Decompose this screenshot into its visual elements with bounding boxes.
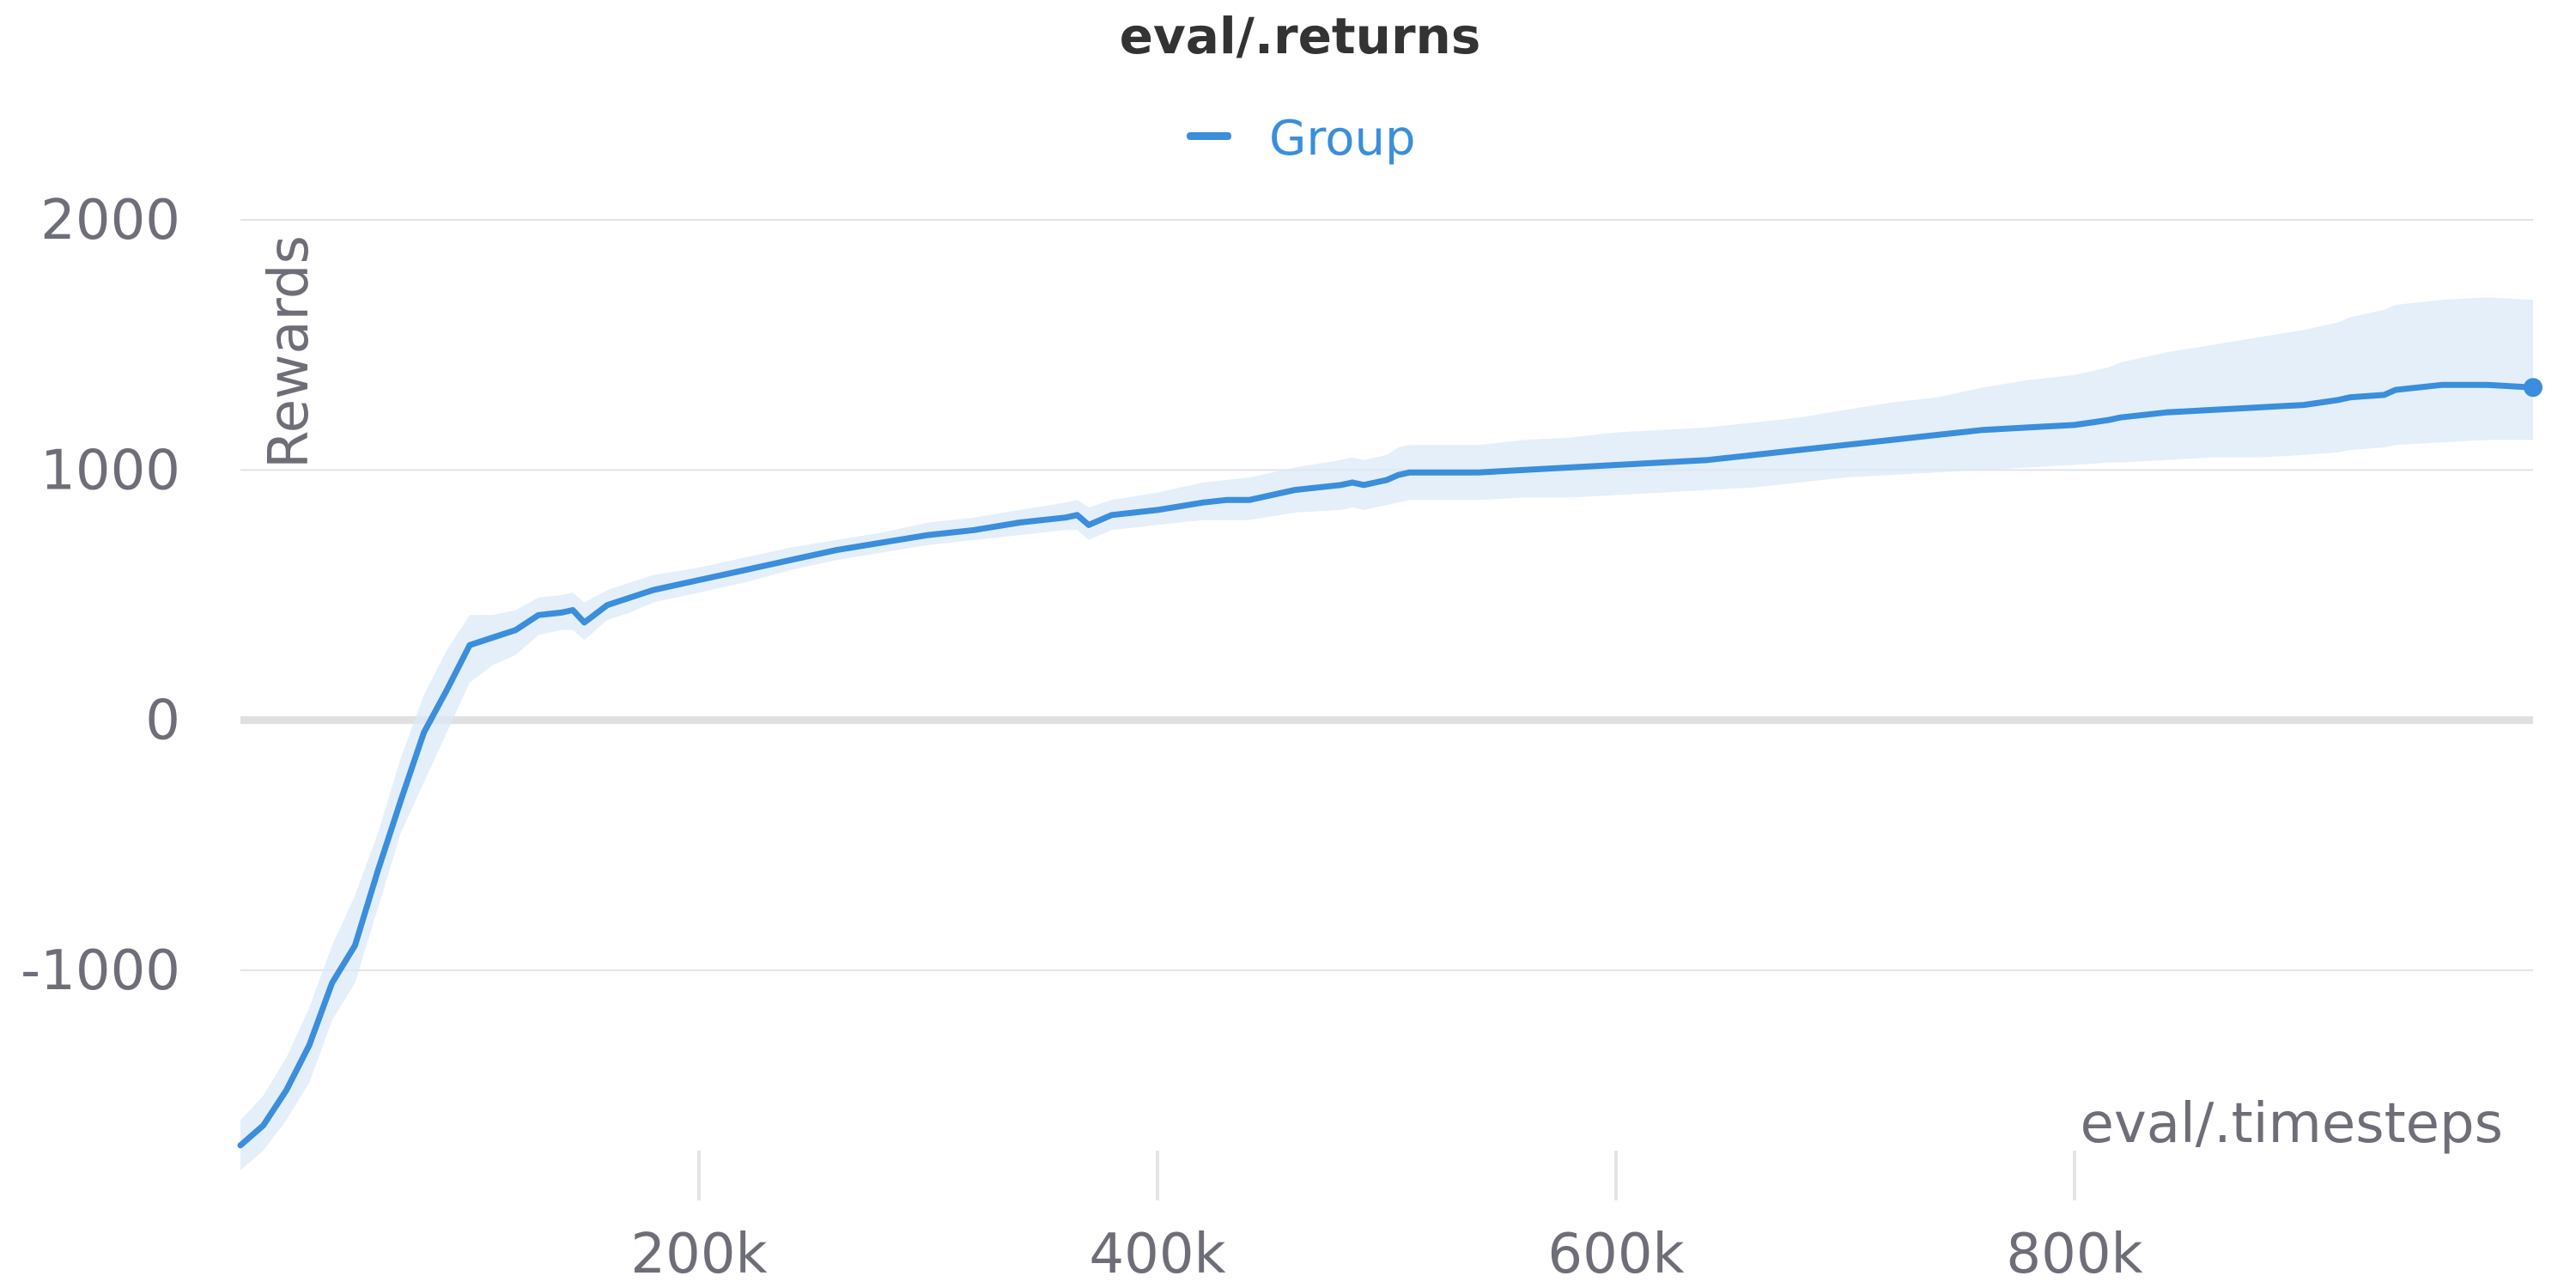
x-tick-label: 800k <box>2006 1223 2142 1286</box>
y-tick-label: 2000 <box>40 189 180 252</box>
legend[interactable]: Group <box>1187 111 1416 167</box>
y-tick-label: 0 <box>145 690 180 753</box>
x-tick-label: 200k <box>630 1223 767 1286</box>
y-tick-label: 1000 <box>40 439 180 502</box>
chart-title: eval/.returns <box>1120 7 1481 65</box>
series-band-group <box>240 297 2533 1171</box>
x-tick-labels: 200k 400k 600k 800k <box>630 1223 2142 1286</box>
x-tick-label: 400k <box>1089 1223 1225 1286</box>
x-tick-label: 600k <box>1547 1223 1684 1286</box>
confidence-band-layer <box>240 297 2533 1171</box>
y-tick-labels: -1000 0 1000 2000 <box>21 189 180 1003</box>
series-line-layer <box>237 378 2543 1149</box>
x-axis-label: eval/.timesteps <box>2080 1092 2503 1156</box>
series-end-point[interactable] <box>2524 378 2543 398</box>
legend-label-group: Group <box>1269 111 1416 167</box>
legend-swatch-group <box>1187 132 1231 140</box>
y-axis-label: Rewards <box>258 235 321 469</box>
series-line-group[interactable] <box>237 381 2537 1149</box>
y-tick-label: -1000 <box>21 939 180 1003</box>
